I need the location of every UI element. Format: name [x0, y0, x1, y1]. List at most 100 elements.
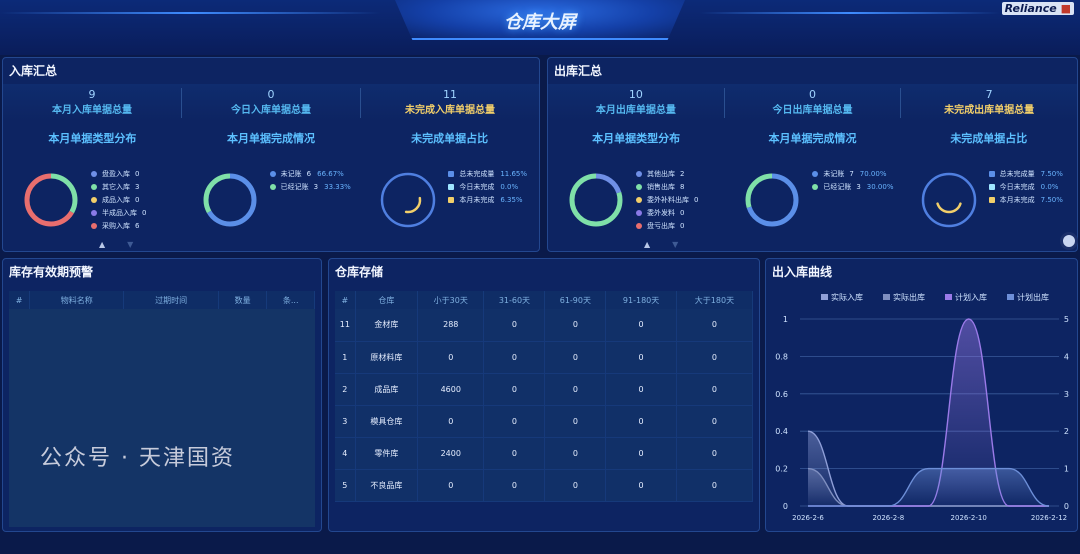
column-header[interactable]: 条...: [266, 291, 315, 309]
column-header[interactable]: 91-180天: [605, 291, 677, 309]
column-header[interactable]: 大于180天: [676, 291, 754, 309]
column-header[interactable]: 61-90天: [544, 291, 607, 309]
x-tick: 2026-2-8: [872, 514, 904, 522]
legend-item[interactable]: 已经记账 3 30.00%: [812, 181, 894, 194]
table-cell: 0: [483, 405, 546, 438]
legend-label[interactable]: 计划入库: [955, 292, 987, 302]
legend-item[interactable]: 其它入库 3: [91, 181, 146, 194]
legend-item[interactable]: 成品入库 0: [91, 194, 146, 207]
kpi-value: 0: [267, 88, 275, 101]
gauge-arc: [405, 196, 422, 214]
legend-prev-icon[interactable]: ▲: [99, 240, 106, 249]
table-row[interactable]: 2 成品库 4600 0 0 0 0: [335, 373, 754, 406]
column-header[interactable]: 物料名称: [29, 291, 125, 309]
y-tick-left: 0.4: [775, 427, 788, 436]
column-header[interactable]: 数量: [218, 291, 268, 309]
unfinished-chart: 未完成单据占比总未完成量 7.50% 今日未完成 0.0% 本月未完成 7.50%: [901, 130, 1077, 250]
legend-next-icon[interactable]: ▼: [127, 240, 134, 249]
header: 仓库大屏 Reliance ■: [0, 0, 1080, 55]
legend-next-icon[interactable]: ▼: [672, 240, 679, 249]
legend: 盘盈入库 0 其它入库 3 成品入库 0 半成品入库 0 采购入库 6: [91, 168, 146, 233]
legend-label: 销售出库: [647, 183, 675, 191]
kpi-label: 本月入库单据总量: [52, 105, 132, 116]
legend-item[interactable]: 半成品入库 0: [91, 207, 146, 220]
legend-label: 其它入库: [102, 183, 130, 191]
legend-item[interactable]: 采购入库 6: [91, 220, 146, 233]
legend-label[interactable]: 计划出库: [1017, 292, 1049, 302]
legend-value: 0: [680, 209, 685, 217]
legend-prev-icon[interactable]: ▲: [644, 240, 651, 249]
legend-marker-icon: [448, 171, 455, 177]
table-cell: 0: [544, 309, 607, 342]
table-row[interactable]: 3 模具仓库 0 0 0 0 0: [335, 405, 754, 438]
legend-label: 已经记账: [823, 183, 852, 191]
expiry-table-body[interactable]: [9, 309, 315, 527]
kpi-value: 9: [88, 88, 96, 101]
column-header[interactable]: 仓库: [355, 291, 419, 309]
kpi-card: 10 本月出库单据总量: [548, 88, 725, 118]
column-header[interactable]: #: [9, 291, 31, 309]
legend-value: 3: [135, 183, 140, 191]
legend-item[interactable]: 总未完成量 11.65%: [448, 168, 527, 181]
legend-pct: 7.50%: [1040, 196, 1063, 204]
legend-item[interactable]: 其他出库 2: [636, 168, 698, 181]
legend-item[interactable]: 盘盈入库 0: [91, 168, 146, 181]
table-row[interactable]: 5 不良品库 0 0 0 0 0: [335, 469, 754, 502]
kpi-label: 今日入库单据总量: [231, 105, 311, 116]
legend-label: 采购入库: [102, 222, 130, 230]
legend-marker-icon: [636, 210, 642, 216]
column-header[interactable]: 小于30天: [417, 291, 485, 309]
legend-pct: 6.35%: [500, 196, 523, 204]
column-header[interactable]: 31-60天: [483, 291, 546, 309]
outbound-summary-panel: 出库汇总 10 本月出库单据总量 0 今日出库单据总量 7 未完成出库单据总量 本月单据类型分…: [547, 57, 1078, 252]
legend-item[interactable]: 未记账 7 70.00%: [812, 168, 893, 181]
kpi-card: 0 今日出库单据总量: [725, 88, 902, 118]
table-cell: 0: [605, 373, 677, 406]
legend-item[interactable]: 委外发料 0: [636, 207, 698, 220]
kpi-card: 11 未完成入库单据总量: [361, 88, 539, 118]
type-dist-chart: 本月单据类型分布盘盈入库 0 其它入库 3 成品入库 0 半成品入库 0 采购入库 6 ▲ ▼: [3, 130, 182, 250]
table-cell: 0: [676, 469, 754, 502]
legend-pct: 33.33%: [324, 183, 351, 191]
table-row[interactable]: 11 金材库 288 0 0 0 0: [335, 309, 754, 342]
chart-title: 未完成单据占比: [950, 132, 1028, 145]
legend-pct: 0.0%: [500, 183, 519, 191]
legend-item[interactable]: 今日未完成 0.0%: [988, 181, 1063, 194]
legend-item[interactable]: 总未完成量 7.50%: [988, 168, 1063, 181]
table-cell: 4: [335, 437, 356, 470]
table-cell: 11: [335, 309, 356, 342]
table-cell: 0: [676, 437, 754, 470]
legend-label[interactable]: 实际入库: [831, 292, 863, 302]
legend-item[interactable]: 盘亏出库 0: [636, 220, 698, 233]
legend-label[interactable]: 实际出库: [893, 292, 925, 302]
table-cell: 0: [483, 469, 546, 502]
legend-item[interactable]: 未记账 6 66.67%: [269, 168, 351, 181]
donut-slice: [24, 173, 78, 227]
legend-item[interactable]: 本月未完成 6.35%: [448, 194, 527, 207]
kpi-label: 未完成出库单据总量: [944, 105, 1035, 116]
header-decor-line: [700, 12, 1000, 14]
y-tick-right: 1: [1064, 465, 1069, 474]
table-row[interactable]: 1 原材料库 0 0 0 0 0: [335, 341, 754, 374]
legend: 其他出库 2 销售出库 8 委外补料出库 0 委外发料 0 盘亏出库 0: [636, 168, 698, 233]
panel-title: 出库汇总: [554, 64, 603, 78]
column-header[interactable]: 过期时间: [123, 291, 219, 309]
legend-item[interactable]: 已经记账 3 33.33%: [269, 181, 351, 194]
legend-label: 盘亏出库: [647, 222, 675, 230]
legend-item[interactable]: 今日未完成 0.0%: [448, 181, 527, 194]
donut: [24, 173, 78, 227]
kpi-card: 0 今日入库单据总量: [182, 88, 361, 118]
panel-title: 仓库存储: [335, 265, 384, 279]
legend: 总未完成量 7.50% 今日未完成 0.0% 本月未完成 7.50%: [988, 168, 1063, 207]
legend-item[interactable]: 本月未完成 7.50%: [988, 194, 1063, 207]
legend-item[interactable]: 销售出库 8: [636, 181, 698, 194]
float-button[interactable]: [1060, 232, 1078, 250]
legend-label: 半成品入库: [102, 209, 137, 217]
kpi-label: 本月出库单据总量: [595, 105, 676, 116]
column-header[interactable]: #: [335, 291, 356, 309]
legend-item[interactable]: 委外补料出库 0: [636, 194, 698, 207]
chart-title: 本月单据类型分布: [48, 132, 137, 145]
table-cell: 0: [483, 437, 546, 470]
table-row[interactable]: 4 零件库 2400 0 0 0 0: [335, 437, 754, 470]
table-cell: 0: [544, 437, 607, 470]
